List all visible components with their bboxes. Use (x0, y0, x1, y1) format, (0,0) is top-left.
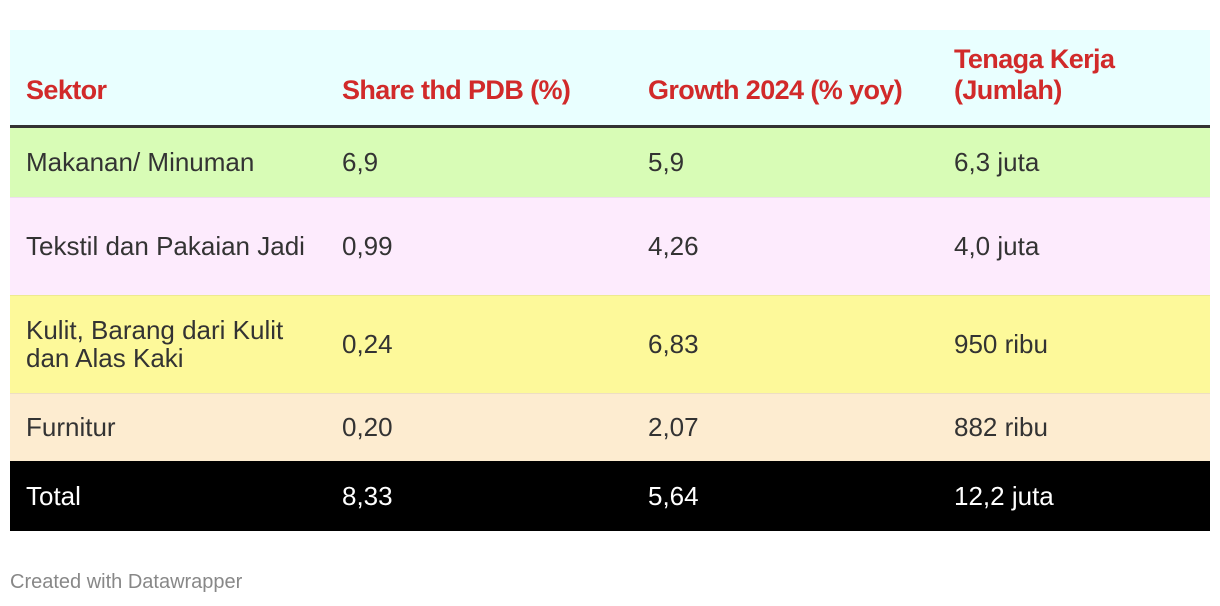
table-header-row: Sektor Share thd PDB (%) Growth 2024 (% … (10, 30, 1210, 128)
cell-share-pdb: 0,20 (326, 392, 632, 461)
cell-growth-2024: 5,64 (648, 481, 699, 511)
column-header-tenaga-kerja: Tenaga Kerja (Jumlah) (938, 30, 1210, 128)
cell-sektor: Tekstil dan Pakaian Jadi (10, 196, 326, 295)
table-row: Makanan/ Minuman 6,9 5,9 6,3 juta (10, 125, 1210, 197)
table-row: Furnitur 0,20 2,07 882 ribu (10, 392, 1210, 461)
cell-share-pdb: 0,24 (326, 294, 632, 393)
cell-tenaga-kerja: 882 ribu (938, 392, 1210, 461)
cell-growth-2024: 6,83 (632, 294, 938, 393)
cell-sektor: Kulit, Barang dari Kulit dan Alas Kaki (10, 294, 326, 393)
column-header-growth-2024: Growth 2024 (% yoy) (632, 30, 938, 128)
cell-share-pdb: 6,9 (326, 125, 632, 197)
cell-sektor: Makanan/ Minuman (10, 125, 326, 197)
cell-share-pdb: 0,99 (326, 196, 632, 295)
table-row-total: Total 8,33 5,64 12,2 juta (10, 461, 1210, 531)
column-header-sektor: Sektor (10, 30, 326, 128)
data-table: Sektor Share thd PDB (%) Growth 2024 (% … (10, 30, 1210, 531)
table-row: Kulit, Barang dari Kulit dan Alas Kaki 0… (10, 294, 1210, 393)
cell-growth-2024: 4,26 (632, 196, 938, 295)
cell-growth-2024: 5,9 (632, 125, 938, 197)
data-table-container: Sektor Share thd PDB (%) Growth 2024 (% … (10, 30, 1210, 531)
cell-tenaga-kerja: 6,3 juta (938, 125, 1210, 197)
table-row: Tekstil dan Pakaian Jadi 0,99 4,26 4,0 j… (10, 196, 1210, 295)
cell-sektor: Furnitur (10, 392, 326, 461)
datawrapper-credit: Created with Datawrapper (10, 571, 243, 593)
cell-sektor: Total (26, 481, 81, 511)
cell-tenaga-kerja: 950 ribu (938, 294, 1210, 393)
column-header-share-pdb: Share thd PDB (%) (326, 30, 632, 128)
cell-tenaga-kerja: 12,2 juta (954, 481, 1054, 511)
cell-growth-2024: 2,07 (632, 392, 938, 461)
cell-tenaga-kerja: 4,0 juta (938, 196, 1210, 295)
cell-share-pdb: 8,33 (342, 481, 393, 511)
